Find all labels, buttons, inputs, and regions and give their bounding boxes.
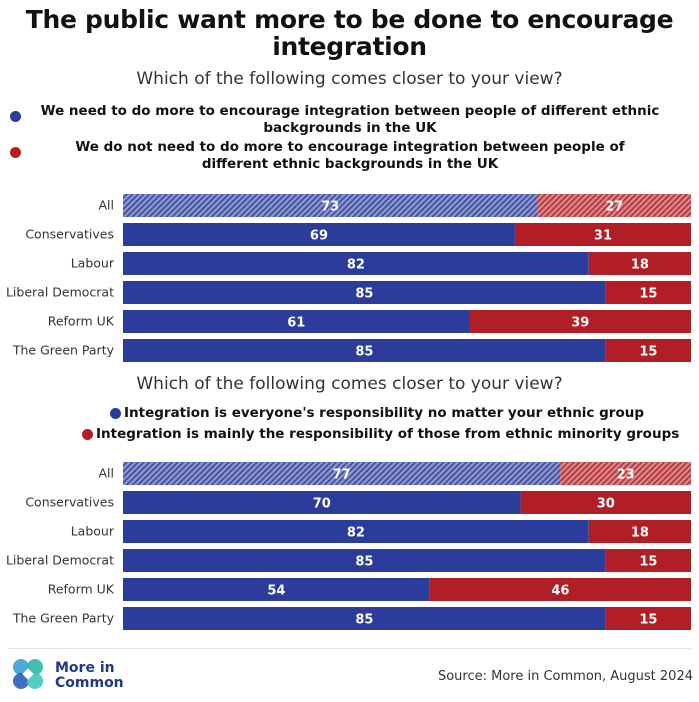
data-label: 15 — [639, 613, 657, 628]
blue-dot-icon — [110, 408, 121, 419]
category-label: Labour — [71, 524, 115, 539]
data-label: 27 — [605, 200, 623, 215]
data-label: 18 — [631, 258, 649, 273]
category-label: Liberal Democrat — [6, 285, 114, 300]
legend-2-item-2: Integration is mainly the responsibility… — [82, 426, 696, 443]
red-bar-segment — [429, 578, 691, 601]
data-label: 54 — [267, 584, 285, 599]
data-label: 85 — [355, 345, 373, 360]
data-label: 31 — [594, 229, 612, 244]
blue-bar-segment — [123, 310, 470, 333]
data-label: 23 — [617, 468, 635, 483]
blue-bar-segment — [123, 520, 589, 543]
red-bar-segment — [605, 339, 691, 362]
red-bar-segment — [520, 491, 691, 514]
blue-bar-segment — [123, 578, 430, 601]
blue-bar-segment — [123, 462, 561, 485]
category-label: The Green Party — [12, 343, 115, 358]
data-label: 77 — [333, 468, 351, 483]
blue-bar-segment — [123, 549, 606, 572]
data-label: 73 — [321, 200, 339, 215]
data-label: 85 — [355, 287, 373, 302]
data-label: 69 — [310, 229, 328, 244]
question-2: Which of the following comes closer to y… — [136, 374, 563, 394]
category-label: Conservatives — [25, 495, 114, 510]
category-label: Liberal Democrat — [6, 553, 114, 568]
data-label: 15 — [639, 555, 657, 570]
red-bar-segment — [469, 310, 691, 333]
data-label: 85 — [355, 613, 373, 628]
data-label: 82 — [347, 258, 365, 273]
blue-bar-segment — [123, 252, 589, 275]
data-label: 85 — [355, 555, 373, 570]
category-label: All — [99, 466, 115, 481]
red-bar-segment — [605, 281, 691, 304]
red-bar-segment — [605, 607, 691, 630]
red-bar-segment — [537, 194, 691, 217]
blue-bar-segment — [123, 281, 606, 304]
blue-bar-segment — [123, 223, 515, 246]
legend-1-item-1: We need to do more to encourage integrat… — [10, 103, 670, 137]
logo-wordmark: More in Common — [55, 660, 124, 691]
red-bar-segment — [514, 223, 691, 246]
data-label: 82 — [347, 526, 365, 541]
category-label: All — [99, 198, 115, 213]
blue-dot-icon — [10, 111, 21, 122]
blue-bar-segment — [123, 339, 606, 362]
category-label: Reform UK — [48, 582, 115, 597]
data-label: 61 — [287, 316, 305, 331]
data-label: 70 — [313, 497, 331, 512]
red-dot-icon — [10, 147, 21, 158]
more-in-common-logo-icon — [13, 659, 43, 689]
red-bar-segment — [588, 252, 691, 275]
question-1: Which of the following comes closer to y… — [136, 69, 563, 89]
data-label: 46 — [551, 584, 569, 599]
blue-bar-segment — [123, 194, 538, 217]
source-note: Source: More in Common, August 2024 — [437, 669, 693, 684]
data-label: 15 — [639, 287, 657, 302]
data-label: 15 — [639, 345, 657, 360]
red-bar-segment — [560, 462, 691, 485]
red-bar-segment — [588, 520, 691, 543]
legend-1-item-2: We do not need to do more to encourage i… — [10, 139, 670, 173]
category-label: The Green Party — [12, 611, 115, 626]
data-label: 18 — [631, 526, 649, 541]
blue-bar-segment — [123, 607, 606, 630]
category-label: Reform UK — [48, 314, 115, 329]
data-label: 30 — [597, 497, 615, 512]
legend-2-item-1: Integration is everyone's responsibility… — [110, 405, 684, 422]
data-label: 39 — [571, 316, 589, 331]
footer-divider — [8, 648, 691, 649]
category-label: Labour — [71, 256, 115, 271]
chart-1: All 73 27 Conservatives 69 31 Labour 82 18 Libera… — [6, 194, 691, 362]
chart-title: The public want more to be done to encou… — [25, 5, 674, 61]
red-bar-segment — [605, 549, 691, 572]
red-dot-icon — [82, 429, 93, 440]
blue-bar-segment — [123, 491, 521, 514]
category-label: Conservatives — [25, 227, 114, 242]
chart-2: All 77 23 Conservatives 70 30 Labour 82 18 Libera… — [6, 462, 691, 630]
